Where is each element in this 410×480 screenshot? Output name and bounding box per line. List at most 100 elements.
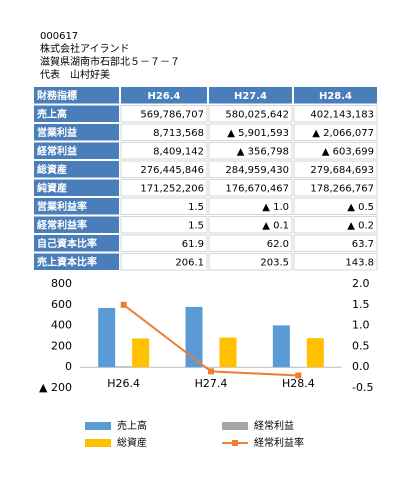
table-value: 569,786,707 xyxy=(140,109,204,120)
legend-label: 総資産 xyxy=(117,436,147,449)
table-value: 1.5 xyxy=(188,202,204,213)
table-cell xyxy=(208,253,293,271)
table-value: ▲ 1.0 xyxy=(262,202,289,213)
bar xyxy=(219,337,237,368)
line-marker xyxy=(208,368,214,375)
table-cell xyxy=(208,197,293,215)
table-cell xyxy=(121,87,207,104)
row-header: 営業利益 xyxy=(37,126,77,139)
table-value: 178,266,767 xyxy=(310,183,374,194)
table-value: ▲ 603,699 xyxy=(322,146,374,157)
legend-label: 経常利益率 xyxy=(254,436,304,449)
company: 株式会社アイランド xyxy=(40,42,130,55)
table-value: 63.7 xyxy=(352,239,374,250)
table-cell xyxy=(293,197,378,215)
table-value: 1.5 xyxy=(188,220,204,231)
table-cell xyxy=(120,142,208,160)
table-value: 580,025,642 xyxy=(225,109,289,120)
table-value: 284,959,430 xyxy=(225,165,289,176)
table-cell xyxy=(208,216,293,234)
table-cell xyxy=(293,179,378,197)
x-tick-label: H28.4 xyxy=(282,377,315,390)
table-cell xyxy=(34,105,119,122)
table-cell xyxy=(293,105,378,123)
y-tick-label: 200 xyxy=(51,339,72,352)
table-value: 279,684,693 xyxy=(310,165,374,176)
table-cell xyxy=(293,123,378,141)
y2-tick-label: 0.5 xyxy=(352,339,370,352)
table-cell xyxy=(34,198,119,215)
bar xyxy=(306,338,324,368)
row-header: 純資産 xyxy=(37,181,67,194)
bar xyxy=(115,366,133,368)
y2-tick-label: -0.5 xyxy=(352,381,373,394)
y2-tick-label: 1.5 xyxy=(352,298,370,311)
table-cell xyxy=(34,87,119,104)
column-header: H28.4 xyxy=(319,91,352,102)
column-header: H26.4 xyxy=(147,91,180,102)
table-cell xyxy=(209,87,292,104)
table-cell xyxy=(120,253,208,271)
bar xyxy=(185,306,203,368)
row-header: 経常利益率 xyxy=(37,218,87,231)
code: 000617 xyxy=(40,31,78,42)
row-header: 自己資本比率 xyxy=(37,237,97,250)
table-cell xyxy=(208,234,293,252)
table-cell xyxy=(293,160,378,178)
table-value: ▲ 0.5 xyxy=(347,202,374,213)
table-cell xyxy=(208,123,293,141)
y2-tick-label: 0.0 xyxy=(352,360,370,373)
table-cell xyxy=(293,234,378,252)
table-value: ▲ 5,901,593 xyxy=(227,128,289,139)
legend-swatch xyxy=(85,439,111,447)
bar xyxy=(272,325,290,368)
table-value: ▲ 0.2 xyxy=(347,220,374,231)
table-cell xyxy=(120,197,208,215)
table-cell xyxy=(208,160,293,178)
y-tick-label: 0 xyxy=(65,360,72,373)
legend-label: 経常利益 xyxy=(254,419,294,432)
row-header: 総資産 xyxy=(37,163,67,176)
address: 滋賀県湖南市石部北５－７－７ xyxy=(40,55,180,68)
bar xyxy=(132,338,150,368)
representative: 代表 山村好美 xyxy=(40,68,110,81)
table-cell xyxy=(120,179,208,197)
line-marker xyxy=(120,301,127,308)
y-tick-label: 600 xyxy=(51,298,72,311)
row-header: 営業利益率 xyxy=(37,200,87,213)
table-value: 8,713,568 xyxy=(153,128,204,139)
table-cell xyxy=(293,216,378,234)
table-value: 143.8 xyxy=(345,257,374,268)
table-cell xyxy=(34,216,119,233)
row-header: 経常利益 xyxy=(37,144,77,157)
column-header: H27.4 xyxy=(234,91,267,102)
table-value: 176,670,467 xyxy=(225,183,289,194)
table-cell xyxy=(34,253,119,270)
table-value: 206.1 xyxy=(175,257,204,268)
table-cell xyxy=(293,142,378,160)
y-tick-label: 800 xyxy=(51,277,72,290)
line-marker xyxy=(295,372,302,379)
table-value: ▲ 2,066,077 xyxy=(312,128,374,139)
table-cell xyxy=(208,142,293,160)
table-cell xyxy=(120,216,208,234)
table-value: 171,252,206 xyxy=(140,183,204,194)
table-cell xyxy=(34,235,119,252)
row-header: 売上高 xyxy=(37,107,67,120)
table-cell xyxy=(34,179,119,196)
table-value: ▲ 356,798 xyxy=(237,146,289,157)
table-value: 62.0 xyxy=(267,239,289,250)
table-value: 8,409,142 xyxy=(153,146,204,157)
table-cell xyxy=(120,234,208,252)
x-tick-label: H27.4 xyxy=(195,377,228,390)
legend-swatch xyxy=(222,422,248,430)
y2-tick-label: 1.0 xyxy=(352,319,370,332)
column-header: 財務指標 xyxy=(36,89,77,102)
line xyxy=(123,304,299,377)
y-tick-label: ▲ 200 xyxy=(39,381,72,394)
table-value: 402,143,183 xyxy=(310,109,374,120)
table-value: 203.5 xyxy=(260,257,289,268)
table-value: ▲ 0.1 xyxy=(262,220,289,231)
table-value: 276,445,846 xyxy=(140,165,204,176)
